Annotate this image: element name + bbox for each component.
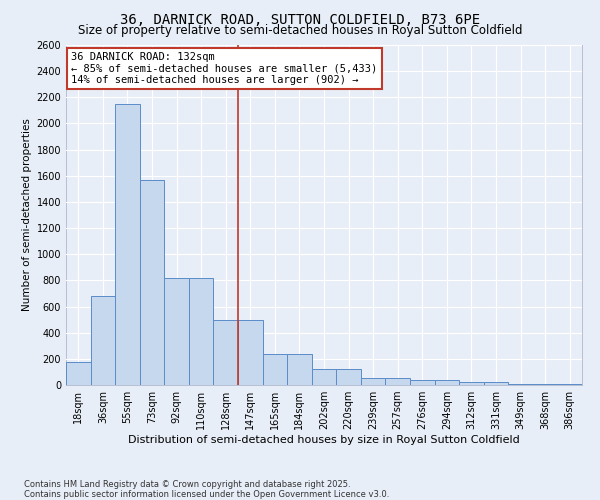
Bar [214, 320, 238, 385]
Bar [434, 380, 459, 385]
Bar [336, 370, 361, 385]
Bar [263, 354, 287, 385]
Bar [508, 384, 533, 385]
Text: 36 DARNICK ROAD: 132sqm
← 85% of semi-detached houses are smaller (5,433)
14% of: 36 DARNICK ROAD: 132sqm ← 85% of semi-de… [71, 52, 377, 85]
Bar [410, 380, 434, 385]
X-axis label: Distribution of semi-detached houses by size in Royal Sutton Coldfield: Distribution of semi-detached houses by … [128, 435, 520, 445]
Bar [484, 382, 508, 385]
Bar [115, 104, 140, 385]
Bar [287, 354, 312, 385]
Bar [557, 384, 582, 385]
Bar [385, 378, 410, 385]
Text: Size of property relative to semi-detached houses in Royal Sutton Coldfield: Size of property relative to semi-detach… [78, 24, 522, 37]
Bar [312, 370, 336, 385]
Bar [361, 378, 385, 385]
Text: 36, DARNICK ROAD, SUTTON COLDFIELD, B73 6PE: 36, DARNICK ROAD, SUTTON COLDFIELD, B73 … [120, 12, 480, 26]
Y-axis label: Number of semi-detached properties: Number of semi-detached properties [22, 118, 32, 312]
Bar [66, 362, 91, 385]
Bar [189, 278, 214, 385]
Bar [140, 180, 164, 385]
Bar [533, 384, 557, 385]
Bar [459, 382, 484, 385]
Bar [238, 320, 263, 385]
Bar [91, 296, 115, 385]
Bar [164, 278, 189, 385]
Text: Contains HM Land Registry data © Crown copyright and database right 2025.
Contai: Contains HM Land Registry data © Crown c… [24, 480, 389, 499]
